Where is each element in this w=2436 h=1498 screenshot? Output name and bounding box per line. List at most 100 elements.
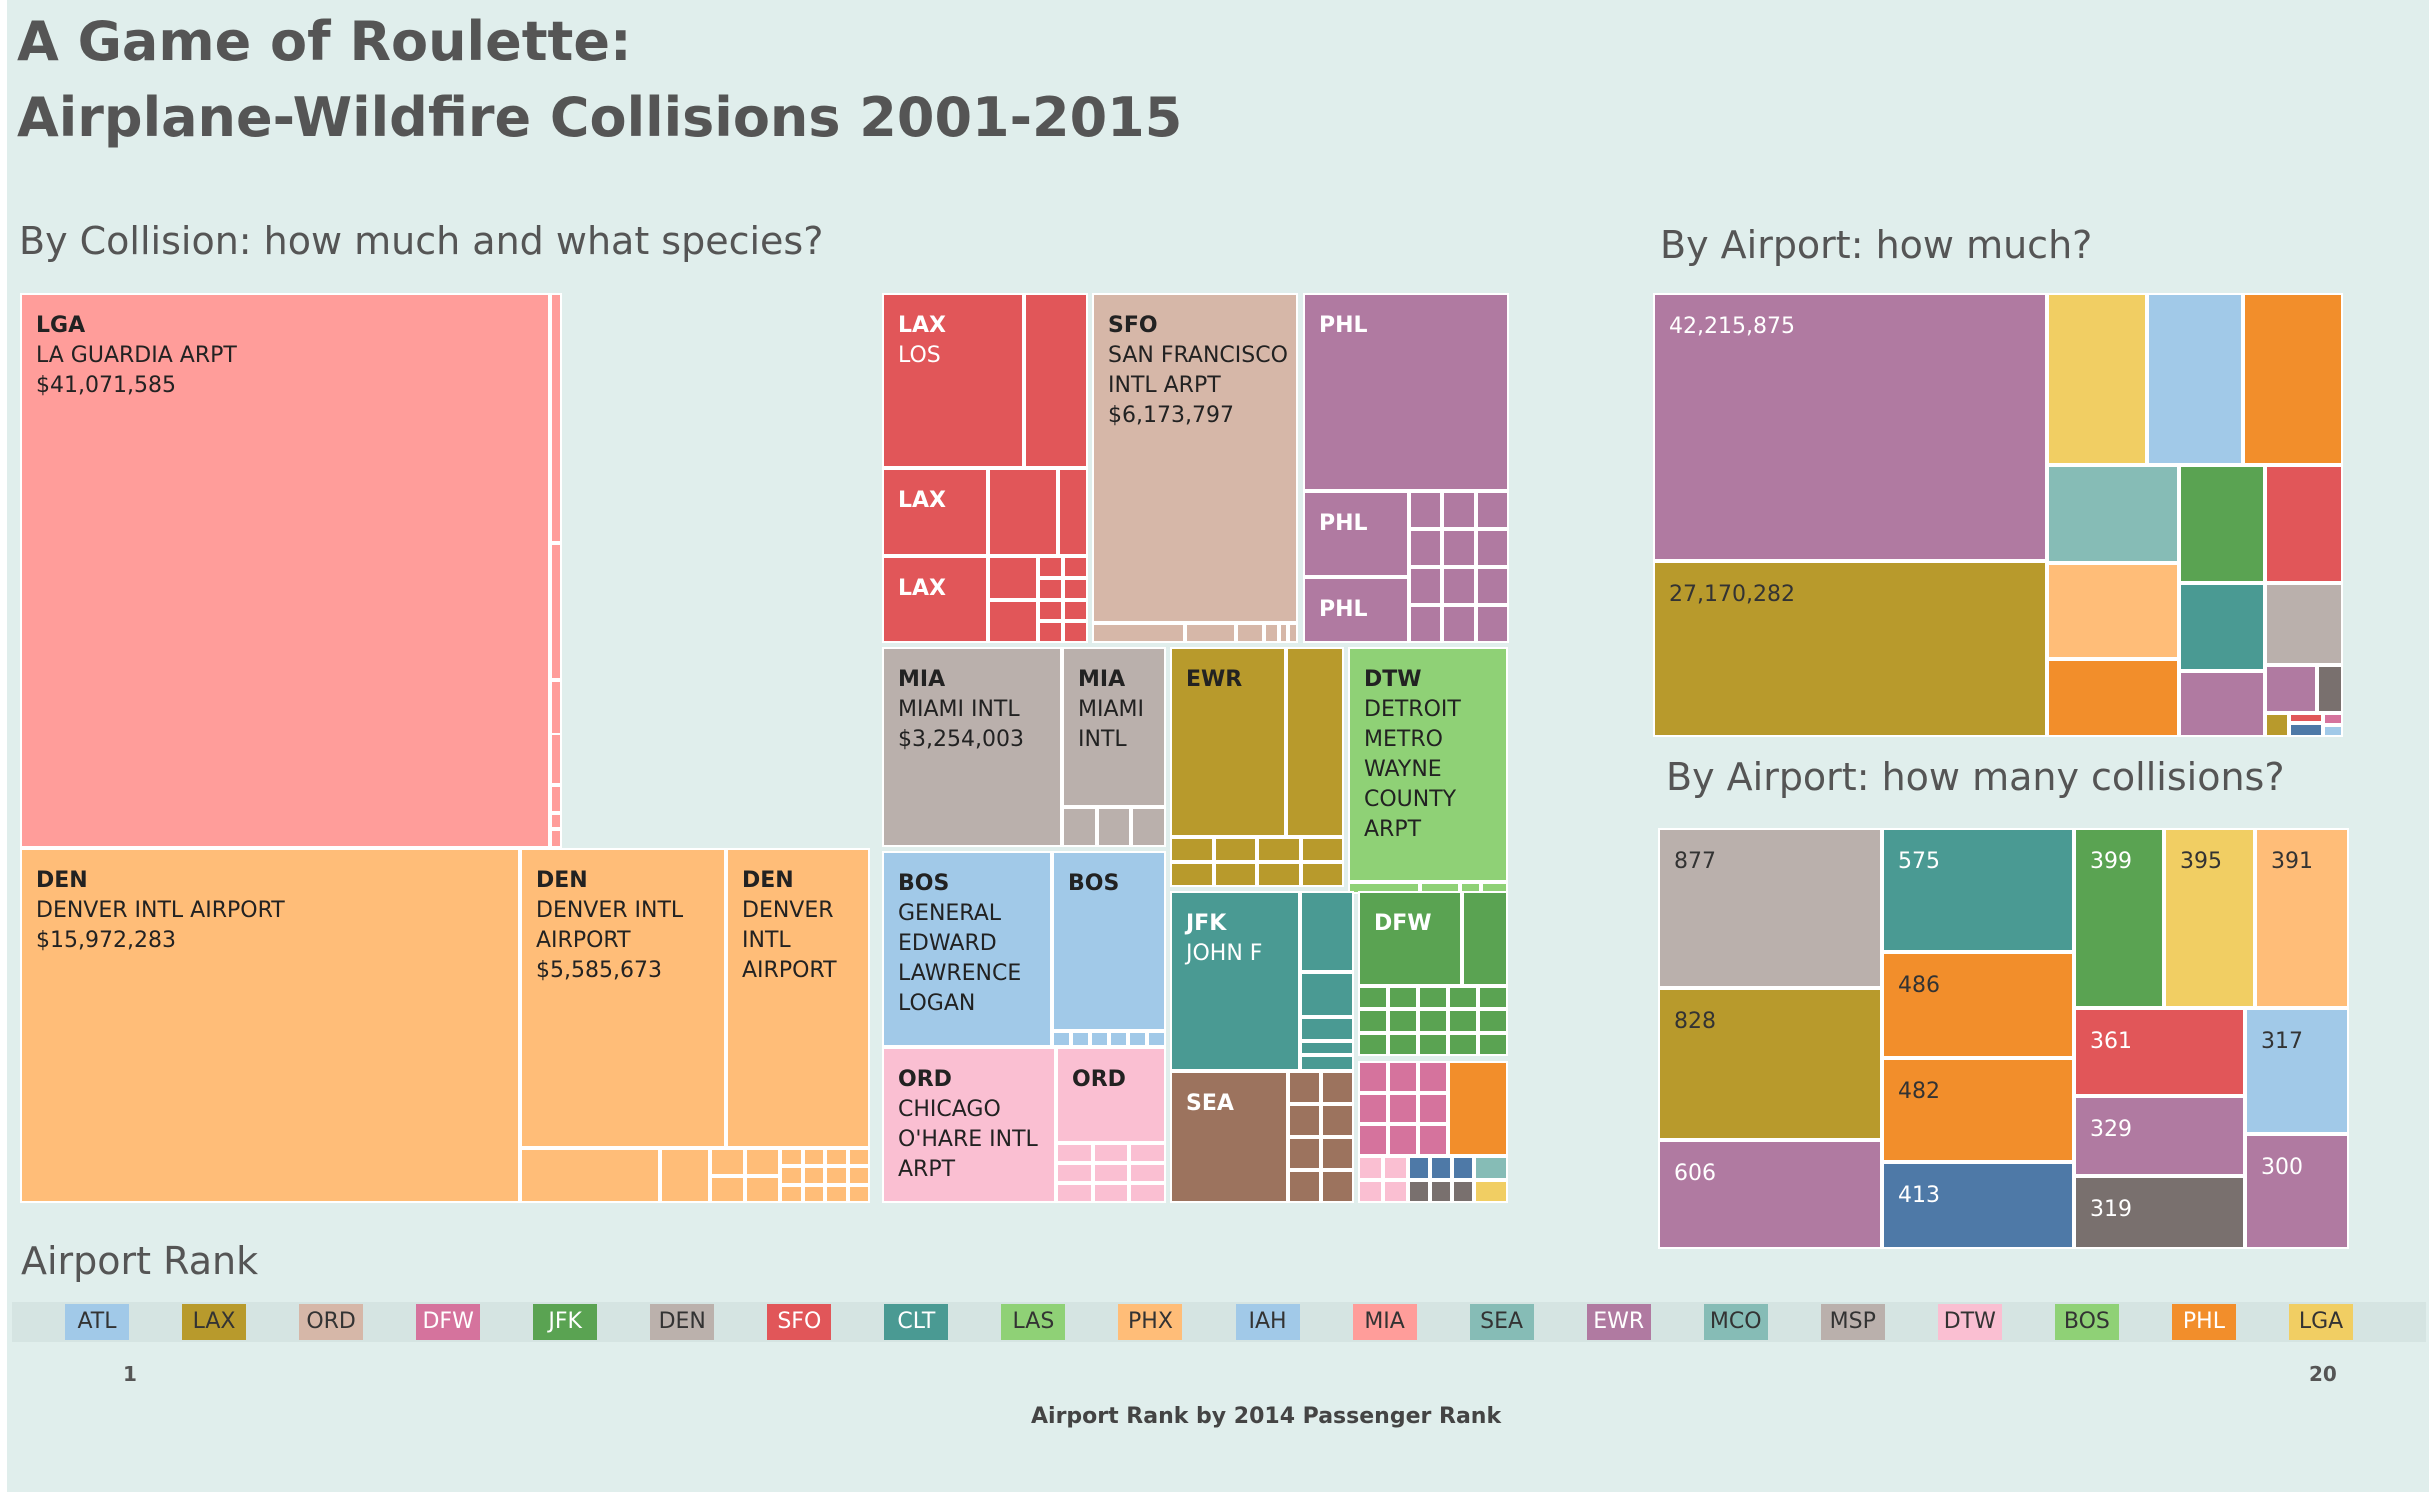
- treemap-sub-tile[interactable]: [1257, 862, 1301, 887]
- treemap-sub-tile[interactable]: [1170, 862, 1214, 887]
- treemap-sub-tile[interactable]: [1418, 1092, 1448, 1125]
- tile-count-3[interactable]: 606: [1658, 1140, 1882, 1249]
- treemap-sub-tile[interactable]: [1358, 1156, 1383, 1180]
- treemap-sub-tile[interactable]: [1409, 529, 1443, 567]
- treemap-sub-tile[interactable]: [1418, 1032, 1448, 1056]
- treemap-sub-tile[interactable]: [847, 1184, 870, 1203]
- treemap-tile[interactable]: [2265, 583, 2343, 665]
- treemap-sub-tile[interactable]: [1321, 1170, 1354, 1203]
- tile-bos-1[interactable]: BOS GENERAL EDWARD LAWRENCE LOGAN: [882, 851, 1052, 1047]
- treemap-sub-tile[interactable]: [1071, 1031, 1090, 1047]
- treemap-sub-tile[interactable]: [1478, 986, 1508, 1010]
- treemap-sub-tile[interactable]: [1409, 567, 1443, 605]
- treemap-sub-tile[interactable]: [1358, 1061, 1388, 1093]
- treemap-tile[interactable]: [2317, 665, 2343, 713]
- treemap-sub-tile[interactable]: [1388, 1009, 1418, 1033]
- treemap-tile[interactable]: [660, 1148, 710, 1203]
- tile-lax-3[interactable]: LAX: [882, 556, 988, 643]
- treemap-sub-tile[interactable]: [988, 556, 1038, 600]
- treemap-tile[interactable]: [988, 468, 1058, 556]
- treemap-tile[interactable]: [1474, 1156, 1508, 1180]
- treemap-sub-tile[interactable]: [1052, 1031, 1071, 1047]
- tile-mia-1[interactable]: MIA MIAMI INTL $3,254,003: [882, 647, 1062, 847]
- legend-item-sea[interactable]: SEA: [1469, 1304, 1534, 1340]
- treemap-sub-tile[interactable]: [1038, 556, 1063, 578]
- treemap-sub-tile[interactable]: [1131, 807, 1166, 847]
- treemap-sub-tile[interactable]: [1288, 1071, 1321, 1104]
- legend-item-lga[interactable]: LGA: [2289, 1304, 2353, 1340]
- treemap-sub-tile[interactable]: [1452, 1156, 1474, 1180]
- treemap-sub-tile[interactable]: [1478, 1009, 1508, 1033]
- treemap-sub-tile[interactable]: [1056, 1183, 1093, 1203]
- treemap-sub-tile[interactable]: [1300, 1016, 1354, 1042]
- treemap-sub-tile[interactable]: [1475, 491, 1509, 529]
- treemap-sub-tile[interactable]: [550, 813, 562, 829]
- treemap-sub-tile[interactable]: [1321, 1071, 1354, 1104]
- treemap-sub-tile[interactable]: [802, 1166, 825, 1185]
- treemap-sub-tile[interactable]: [710, 1148, 745, 1176]
- treemap-sub-tile[interactable]: [1038, 621, 1063, 643]
- treemap-tile[interactable]: [2243, 293, 2343, 465]
- treemap-sub-tile[interactable]: [1300, 891, 1354, 972]
- treemap-sub-tile[interactable]: [1442, 567, 1476, 605]
- treemap-tile[interactable]: [1024, 293, 1088, 468]
- tile-count-6[interactable]: 482: [1882, 1058, 2074, 1162]
- treemap-sub-tile[interactable]: [745, 1148, 780, 1176]
- treemap-sub-tile[interactable]: [780, 1184, 803, 1203]
- treemap-tile[interactable]: [1462, 891, 1508, 986]
- tile-jfk[interactable]: JFK JOHN F: [1170, 891, 1300, 1071]
- treemap-sub-tile[interactable]: [550, 784, 562, 814]
- treemap-sub-tile[interactable]: [1056, 1163, 1093, 1183]
- treemap-sub-tile[interactable]: [1300, 837, 1344, 862]
- treemap-sub-tile[interactable]: [1409, 491, 1443, 529]
- legend-item-den[interactable]: DEN: [650, 1304, 715, 1340]
- treemap-sub-tile[interactable]: [1128, 1031, 1147, 1047]
- treemap-sub-tile[interactable]: [1288, 1137, 1321, 1170]
- treemap-tile[interactable]: [1058, 468, 1088, 556]
- treemap-sub-tile[interactable]: [550, 542, 562, 681]
- treemap-tile[interactable]: [2179, 465, 2265, 583]
- treemap-sub-tile[interactable]: [1213, 862, 1257, 887]
- treemap-sub-tile[interactable]: [1358, 1009, 1388, 1033]
- tile-dfw[interactable]: DFW: [1358, 891, 1462, 986]
- treemap-sub-tile[interactable]: [802, 1184, 825, 1203]
- treemap-sub-tile[interactable]: [1448, 986, 1478, 1010]
- treemap-sub-tile[interactable]: [1063, 577, 1088, 600]
- tile-count-7[interactable]: 413: [1882, 1162, 2074, 1249]
- treemap-sub-tile[interactable]: [1388, 1124, 1418, 1156]
- treemap-tile[interactable]: [520, 1148, 660, 1203]
- treemap-sub-tile[interactable]: [1287, 623, 1298, 643]
- tile-count-5[interactable]: 486: [1882, 952, 2074, 1058]
- treemap-sub-tile[interactable]: [802, 1148, 825, 1167]
- treemap-tile[interactable]: [2265, 665, 2317, 713]
- tile-cost-1[interactable]: 42,215,875: [1653, 293, 2047, 561]
- treemap-sub-tile[interactable]: [1358, 1092, 1388, 1125]
- tile-count-14[interactable]: 317: [2245, 1008, 2349, 1134]
- treemap-sub-tile[interactable]: [1184, 623, 1236, 643]
- treemap-tile[interactable]: [2265, 465, 2343, 583]
- treemap-sub-tile[interactable]: [1430, 1156, 1452, 1180]
- treemap-tile[interactable]: [2323, 713, 2343, 725]
- treemap-sub-tile[interactable]: [1358, 1179, 1383, 1203]
- treemap-sub-tile[interactable]: [1063, 599, 1088, 622]
- treemap-tile[interactable]: [2179, 671, 2265, 737]
- treemap-sub-tile[interactable]: [1409, 605, 1443, 643]
- treemap-tile[interactable]: [2047, 659, 2179, 737]
- tile-count-12[interactable]: 329: [2074, 1096, 2245, 1176]
- treemap-sub-tile[interactable]: [710, 1175, 745, 1203]
- treemap-tile[interactable]: [2289, 713, 2323, 723]
- treemap-sub-tile[interactable]: [1408, 1180, 1430, 1203]
- tile-mia-2[interactable]: MIA MIAMI INTL: [1062, 647, 1166, 807]
- tile-den-2[interactable]: DEN DENVER INTL AIRPORT $5,585,673: [520, 848, 726, 1148]
- treemap-sub-tile[interactable]: [1383, 1179, 1408, 1203]
- treemap-sub-tile[interactable]: [1063, 556, 1088, 578]
- treemap-sub-tile[interactable]: [1092, 623, 1185, 643]
- legend-item-phl[interactable]: PHL: [2171, 1304, 2236, 1340]
- treemap-sub-tile[interactable]: [1358, 986, 1388, 1010]
- legend-item-lax[interactable]: LAX: [182, 1304, 247, 1340]
- treemap-sub-tile[interactable]: [1213, 837, 1257, 862]
- tile-den-1[interactable]: DEN DENVER INTL AIRPORT $15,972,283: [20, 848, 520, 1203]
- tile-phl-3[interactable]: PHL: [1303, 577, 1409, 643]
- treemap-sub-tile[interactable]: [1090, 1031, 1109, 1047]
- legend-item-jfk[interactable]: JFK: [533, 1304, 598, 1340]
